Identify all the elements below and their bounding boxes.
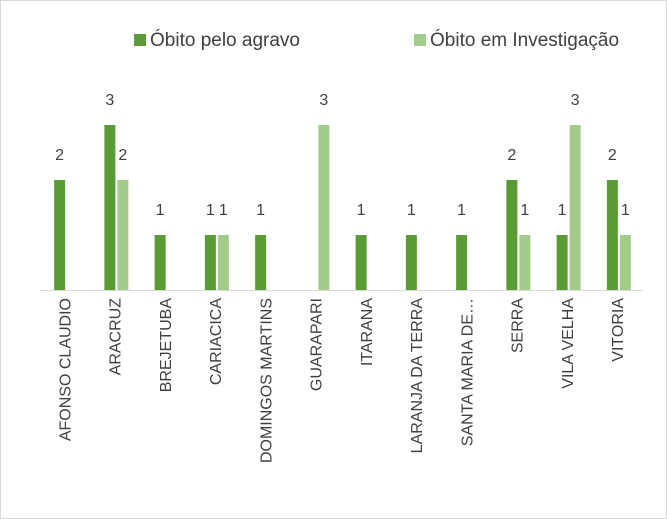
legend-label: Óbito em Investigação [430,29,619,51]
bar [117,180,129,290]
data-label: 1 [407,202,416,219]
x-tick-label: VITORIA [610,298,627,362]
data-label: 1 [457,202,466,219]
data-label: 2 [55,147,64,164]
bar [556,235,568,290]
data-label: 3 [105,92,114,109]
bar [355,235,367,290]
bar [217,235,229,290]
data-label: 1 [219,202,228,219]
bar [318,125,330,290]
data-label: 2 [507,147,516,164]
data-label: 1 [558,202,567,219]
data-label: 1 [206,202,215,219]
x-tick-label: BREJETUBA [158,298,175,393]
data-label: 1 [256,202,265,219]
x-tick-label: SANTA MARIA DE… [459,298,476,446]
bar [456,235,468,290]
data-label: 1 [520,202,529,219]
data-label: 3 [319,92,328,109]
bar [54,180,66,290]
x-tick-label: VILA VELHA [560,298,577,389]
bar [255,235,267,290]
data-label: 1 [156,202,165,219]
bar [405,235,417,290]
x-tick-label: AFONSO CLAUDIO [57,298,74,441]
legend-label: Óbito pelo agravo [150,29,300,51]
x-tick-label: ARACRUZ [108,298,125,376]
data-label: 3 [571,92,580,109]
data-label: 1 [357,202,366,219]
bar [569,125,581,290]
data-label: 1 [621,202,630,219]
legend-swatch [134,34,146,46]
x-tick-label: DOMINGOS MARTINS [258,298,275,463]
bar [606,180,618,290]
x-tick-label: CARIACICA [208,298,225,385]
bar [619,235,631,290]
bar [506,180,518,290]
x-tick-label: GUARAPARI [309,298,326,391]
bar [154,235,166,290]
bar [519,235,531,290]
bar [104,125,116,290]
x-tick-label: ITARANA [359,298,376,366]
data-label: 2 [608,147,617,164]
data-label: 2 [118,147,127,164]
x-tick-label: SERRA [510,298,527,353]
x-tick-label: LARANJA DA TERRA [409,298,426,454]
bar [204,235,216,290]
legend-swatch [414,34,426,46]
